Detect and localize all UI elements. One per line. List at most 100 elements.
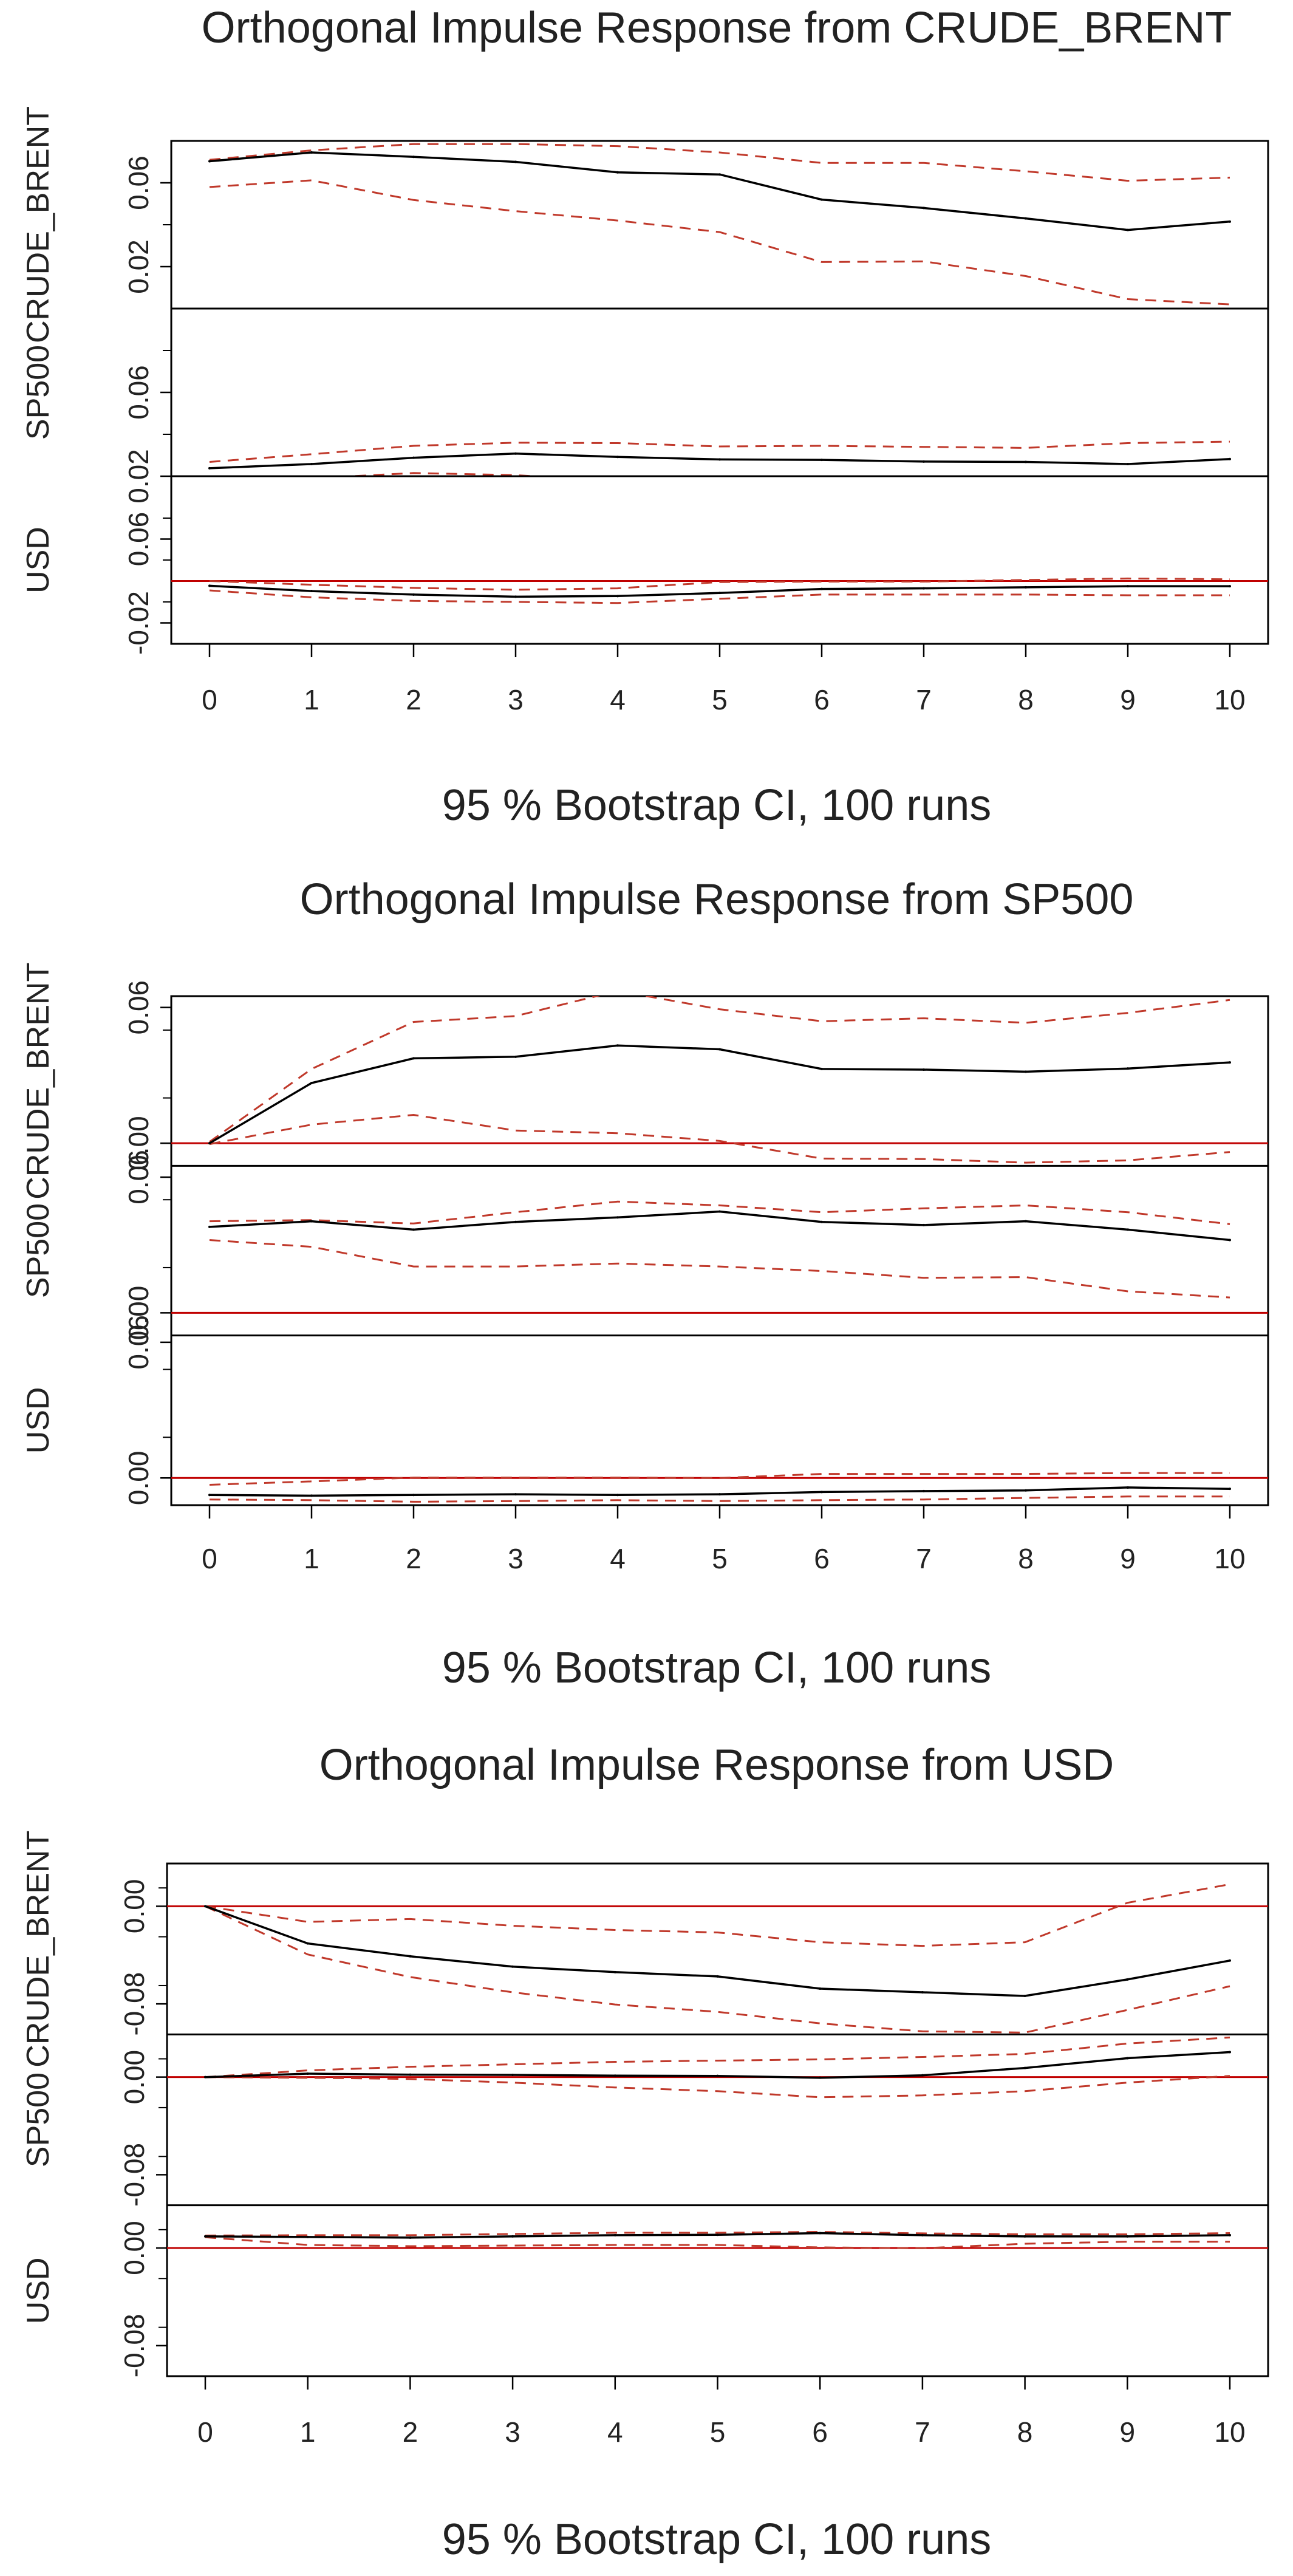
x-tick-label: 4 (610, 684, 626, 716)
upper-ci-line (209, 143, 1230, 182)
lower-ci-line (205, 2236, 1230, 2249)
y-tick-label: 0.02 (123, 239, 154, 294)
y-tick-label: 0.00 (123, 1451, 154, 1506)
y-tick-label: 0.06 (123, 1315, 154, 1370)
response-point (306, 1942, 309, 1945)
x-tick-label: 7 (915, 2416, 930, 2448)
response-point (1127, 462, 1129, 465)
panel-usd: 0.00 -0.08 USD (21, 2204, 1268, 2377)
x-tick-label: 8 (1018, 684, 1034, 716)
response-point (1229, 220, 1231, 223)
response-point (616, 456, 619, 459)
response-point (819, 2232, 822, 2235)
chart-2: Orthogonal Impulse Response from SP500 0.… (21, 875, 1269, 1692)
plot-frame (170, 995, 1269, 1506)
x-tick-label: 3 (508, 684, 524, 716)
panel-usd: -0.02 0.06 USD (21, 475, 1268, 655)
response-point (1126, 2235, 1129, 2238)
y-tick-label: 0.00 (118, 2050, 150, 2105)
y-axis-label: CRUDE_BRENT (21, 106, 56, 343)
y-axis-label: SP500 (21, 345, 56, 440)
chart-title: Orthogonal Impulse Response from CRUDE_B… (202, 4, 1232, 52)
response-point (208, 584, 211, 587)
lower-ci-line (209, 1495, 1230, 1503)
response-point (613, 2074, 616, 2077)
response-point (718, 1048, 721, 1051)
response-point (1127, 1486, 1129, 1489)
response-point (310, 1082, 313, 1085)
response-point (1025, 217, 1027, 220)
response-point (1229, 1488, 1231, 1491)
response-point (1025, 1220, 1027, 1223)
x-tick-label: 10 (1214, 684, 1245, 716)
x-tick-label: 0 (197, 2416, 213, 2448)
response-point (1229, 457, 1231, 460)
response-point (514, 1220, 517, 1223)
response-point (1023, 2235, 1026, 2238)
panel-sp500: 0.02 0.06 SP500 (21, 307, 1268, 504)
upper-ci-line (209, 440, 1230, 463)
panel-series (167, 1883, 1268, 2034)
response-point (820, 1491, 823, 1494)
response-point (1229, 1959, 1231, 1962)
panel-sp500: 0.00 -0.08 SP500 (21, 2033, 1268, 2207)
response-point (921, 1991, 924, 1994)
response-point (923, 1068, 925, 1071)
chart-1: Orthogonal Impulse Response from CRUDE_B… (21, 4, 1269, 830)
response-point (718, 592, 721, 595)
response-point (616, 595, 619, 598)
chart-caption: 95 % Bootstrap CI, 100 runs (442, 1644, 992, 1692)
response-point (208, 1142, 211, 1145)
lower-ci-line (335, 472, 548, 476)
x-tick-label: 9 (1120, 1543, 1136, 1574)
response-point (409, 2073, 412, 2076)
response-point (1229, 2233, 1231, 2236)
response-point (412, 456, 415, 459)
response-point (1023, 2066, 1026, 2069)
lower-ci-line (209, 1239, 1230, 1299)
response-point (208, 1494, 211, 1497)
response-point (716, 2233, 719, 2236)
x-tick-label: 10 (1214, 2416, 1245, 2448)
response-point (819, 2076, 822, 2079)
chart-3: Orthogonal Impulse Response from USD 0.00… (21, 1741, 1269, 2564)
response-point (1127, 585, 1129, 588)
x-tick-label: 2 (406, 684, 421, 716)
response-point (819, 1987, 822, 1990)
x-tick-label: 5 (712, 684, 728, 716)
upper-ci-line (209, 996, 1230, 1143)
x-axis: 0 1 2 3 4 5 6 7 8 9 10 (202, 644, 1246, 716)
response-point (616, 1044, 619, 1047)
upper-ci-line (209, 1200, 1230, 1225)
panel-crude-brent: 0.02 0.06 CRUDE_BRENT (21, 106, 1268, 343)
y-axis-label: USD (21, 2257, 56, 2324)
response-point (718, 1210, 721, 1213)
response-point (208, 466, 211, 470)
panel-series (167, 2036, 1268, 2099)
x-tick-label: 5 (710, 2416, 726, 2448)
response-point (204, 1905, 206, 1908)
x-tick-label: 8 (1018, 1543, 1034, 1574)
panel-series (167, 2230, 1268, 2249)
x-tick-label: 9 (1120, 684, 1136, 716)
response-point (1025, 586, 1027, 589)
chart-caption: 95 % Bootstrap CI, 100 runs (442, 781, 992, 830)
y-axis-label: USD (21, 1387, 56, 1454)
x-tick-label: 3 (508, 1543, 524, 1574)
x-tick-label: 6 (814, 1543, 830, 1574)
response-point (923, 1223, 925, 1226)
x-tick-label: 7 (916, 684, 932, 716)
x-tick-label: 1 (304, 684, 319, 716)
x-tick-label: 6 (812, 2416, 828, 2448)
panel-series (171, 996, 1268, 1164)
x-tick-label: 1 (300, 2416, 316, 2448)
response-point (306, 2235, 309, 2238)
response-point (409, 2236, 412, 2239)
response-point (1127, 228, 1129, 231)
response-point (1229, 2051, 1231, 2054)
chart-caption: 95 % Bootstrap CI, 100 runs (442, 2515, 992, 2564)
response-point (820, 1067, 823, 1070)
response-point (306, 2072, 309, 2075)
